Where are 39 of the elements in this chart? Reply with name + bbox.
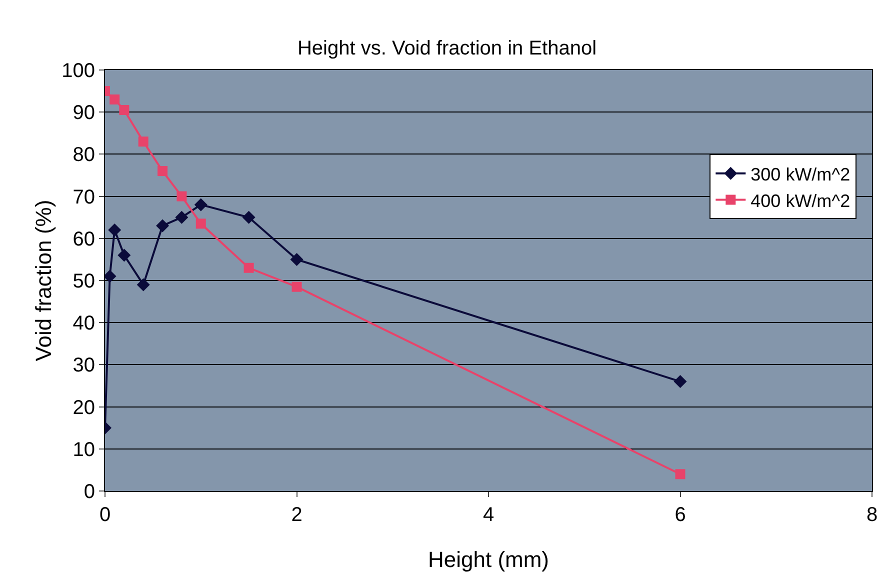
point: [674, 375, 687, 388]
point: [156, 219, 170, 232]
point: [108, 223, 122, 236]
y-tick-label: 90: [72, 102, 95, 124]
y-tick-label: 20: [72, 396, 95, 419]
x-tick-label: 2: [291, 504, 302, 526]
y-tick-label: 10: [72, 438, 95, 461]
point: [196, 218, 206, 229]
point: [138, 136, 148, 147]
point: [194, 198, 208, 212]
y-tick-label: 0: [84, 481, 95, 503]
point: [176, 191, 187, 202]
x-tick-label: 4: [482, 504, 494, 526]
point: [292, 282, 302, 292]
y-axis-title: Void fraction (%): [31, 200, 56, 362]
point: [118, 248, 131, 262]
y-tick-label: 40: [72, 312, 95, 335]
x-axis-title: Height (mm): [428, 547, 550, 572]
point: [110, 94, 120, 104]
point: [119, 105, 130, 115]
x-tick-label: 6: [674, 504, 686, 526]
y-tick-label: 100: [62, 60, 95, 82]
point: [158, 166, 168, 176]
y-tick-label: 80: [72, 144, 95, 166]
point: [675, 469, 686, 480]
x-tick-label: 0: [99, 504, 111, 526]
chart-title: Height vs. Void fraction in Ethanol: [297, 38, 597, 60]
y-tick-label: 60: [72, 228, 95, 250]
point: [242, 210, 256, 224]
legend-label: 400 kW/m^2: [750, 190, 850, 211]
point: [244, 262, 254, 273]
point: [290, 252, 304, 266]
y-tick-label: 30: [72, 354, 95, 377]
y-tick-label: 70: [72, 186, 95, 208]
legend-label: 300 kW/m^2: [750, 164, 850, 184]
x-tick-label: 8: [866, 504, 878, 526]
y-tick-label: 50: [72, 270, 95, 292]
point: [175, 210, 188, 224]
point: [136, 278, 150, 292]
